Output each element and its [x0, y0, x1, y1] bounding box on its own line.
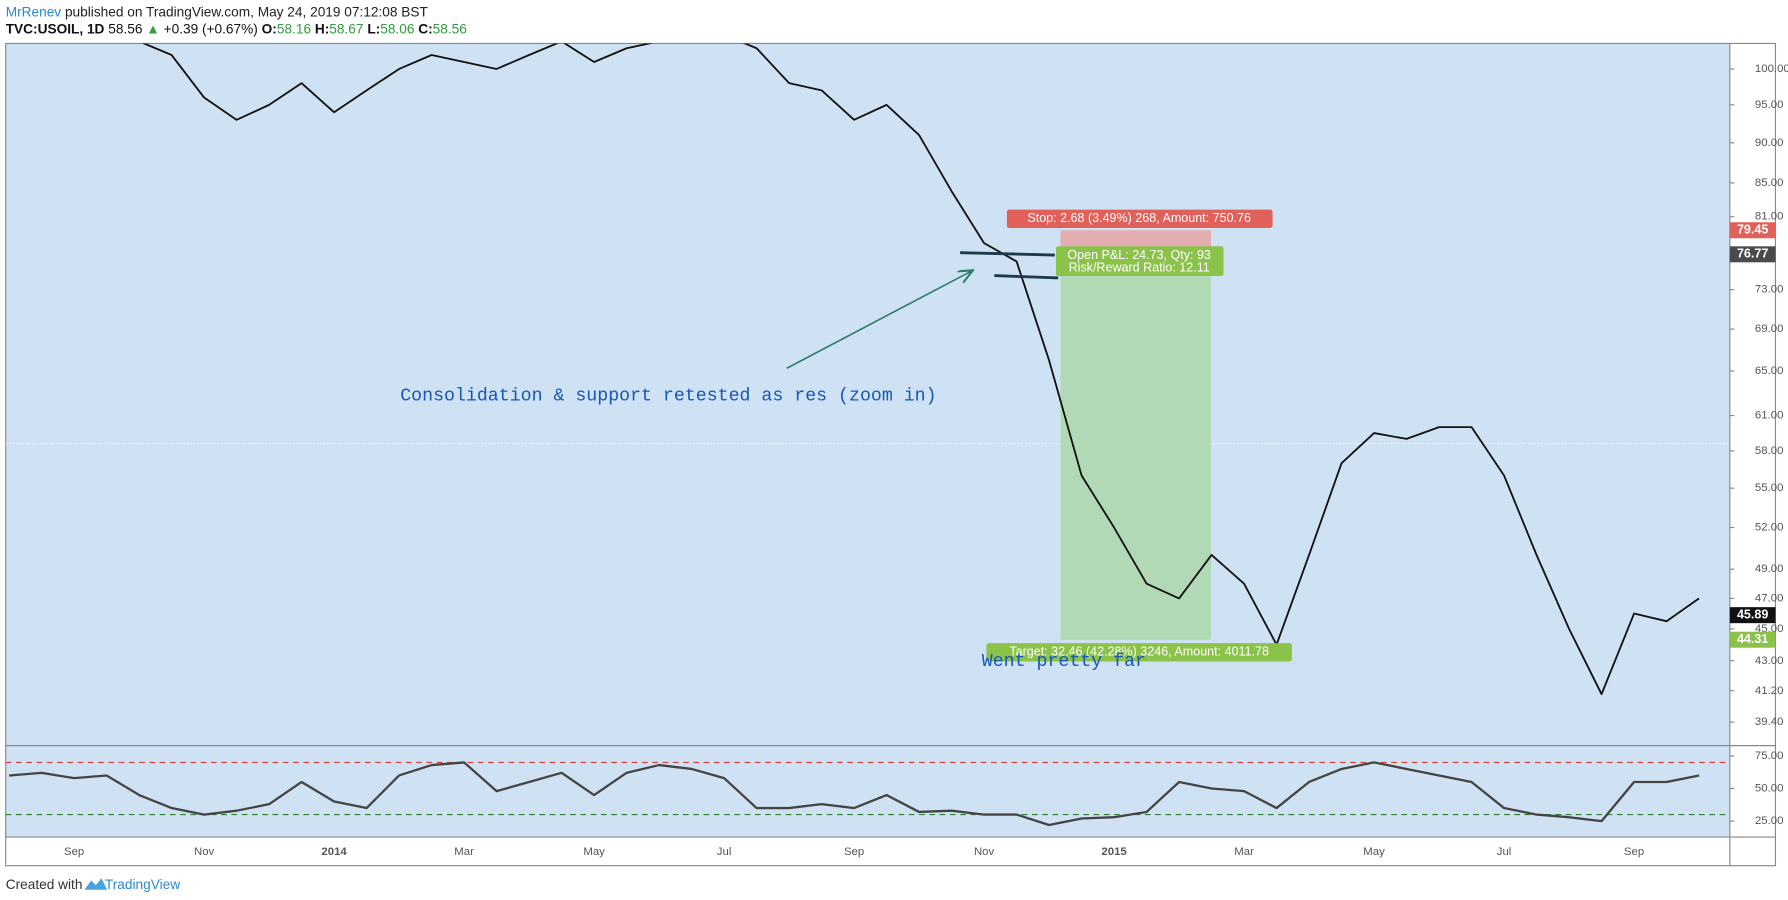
y-tick-label: 47.00 [1755, 592, 1784, 604]
symbol-line: TVC:USOIL, 1D 58.56 ▲ +0.39 (+0.67%) O:5… [6, 21, 468, 36]
pnl-label-box [1055, 246, 1224, 277]
ohlc-key: O: [262, 21, 277, 36]
y-tick-label: 41.20 [1755, 685, 1784, 697]
x-tick-label: Jul [1497, 846, 1512, 858]
x-tick-label: May [1363, 846, 1385, 858]
x-tick-label: Sep [64, 846, 84, 858]
y-tick-label: 61.00 [1755, 410, 1784, 422]
last-close-box [1729, 607, 1776, 624]
x-tick-label: Sep [1624, 846, 1644, 858]
annotation: Consolidation & support retested as res … [400, 386, 936, 406]
axis-price-box [1729, 246, 1776, 263]
y-tick-label: 85.00 [1755, 177, 1784, 189]
resistance-line [960, 251, 1055, 257]
y-tick-label: 81.00 [1755, 211, 1784, 223]
author[interactable]: MrRenev [6, 4, 62, 19]
last: 58.56 [108, 21, 143, 36]
axis-price-box [1729, 631, 1776, 648]
y-tick-label: 69.00 [1755, 323, 1784, 335]
symbol: TVC:USOIL, 1D [6, 21, 105, 36]
y-tick-label: 95.00 [1755, 99, 1784, 111]
ohlc-key: L: [367, 21, 380, 36]
ohlc-value: 58.67 [329, 21, 363, 36]
y-tick-label: 50.00 [1755, 782, 1784, 794]
y-tick-label: 90.00 [1755, 137, 1784, 149]
logo [84, 878, 108, 890]
x-tick-label: Mar [1234, 846, 1254, 858]
x-tick-label: 2014 [321, 846, 347, 858]
rsi-line [9, 761, 1700, 827]
x-tick-label: Mar [454, 846, 474, 858]
annotation: Went pretty far [982, 652, 1146, 672]
ohlc-key: H: [315, 21, 329, 36]
y-tick-label: 58.00 [1755, 445, 1784, 457]
rsi-layer [5, 761, 1730, 827]
axis-price-label: 44.31 [1737, 632, 1768, 646]
y-tick-label: 75.00 [1755, 750, 1784, 762]
footer-brand[interactable]: TradingView [105, 877, 180, 892]
rsi-pane [5, 745, 1730, 838]
support-line [994, 274, 1059, 280]
pnl-label: Open P&L: 24.73, Qty: 93 [1067, 248, 1210, 262]
y-tick-label: 65.00 [1755, 365, 1784, 377]
stop-label: Stop: 2.68 (3.49%) 268, Amount: 750.76 [1027, 211, 1251, 225]
footer: Created with [6, 877, 83, 892]
x-tick-label: Nov [194, 846, 215, 858]
ohlc-key: C: [418, 21, 432, 36]
y-tick-label: 39.40 [1755, 716, 1784, 728]
y-tick-label: 55.00 [1755, 482, 1784, 494]
target-zone [1060, 254, 1212, 640]
x-tick-label: Jul [717, 846, 732, 858]
y-tick-label: 43.00 [1755, 655, 1784, 667]
y-tick-label: 25.00 [1755, 815, 1784, 827]
target-label: Target: 32.46 (42.28%) 3246, Amount: 401… [1009, 645, 1269, 659]
ohlc-value: 58.16 [277, 21, 312, 36]
price-line [141, 43, 1700, 696]
ohlc-value: 58.56 [433, 21, 468, 36]
y-tick-label: 100.00 [1755, 63, 1788, 75]
last-close-label: 45.89 [1737, 607, 1768, 621]
x-tick-label: Nov [974, 846, 995, 858]
target-label-box [986, 643, 1292, 662]
axis-price-label: 76.77 [1737, 247, 1768, 261]
y-tick-label: 73.00 [1755, 284, 1784, 296]
x-tick-label: 2015 [1101, 846, 1127, 858]
price-pane [5, 43, 1730, 746]
published: published on TradingView.com, May 24, 20… [65, 4, 429, 19]
stop-label-box [1006, 209, 1273, 228]
y-tick-label: 49.00 [1755, 563, 1784, 575]
up-icon: ▲ [146, 21, 160, 36]
arrow [786, 271, 972, 369]
axis-price-label: 79.45 [1737, 223, 1768, 237]
x-tick-label: Sep [844, 846, 864, 858]
ohlc-value: 58.06 [380, 21, 415, 36]
change: +0.39 (+0.67%) [164, 21, 258, 36]
header-line: MrRenev published on TradingView.com, Ma… [6, 4, 429, 19]
x-tick-label: May [583, 846, 605, 858]
axis-price-box [1729, 222, 1776, 239]
rr-label: Risk/Reward Ratio: 12.11 [1069, 260, 1210, 274]
y-tick-label: 52.00 [1755, 522, 1784, 534]
frame [5, 42, 1777, 867]
